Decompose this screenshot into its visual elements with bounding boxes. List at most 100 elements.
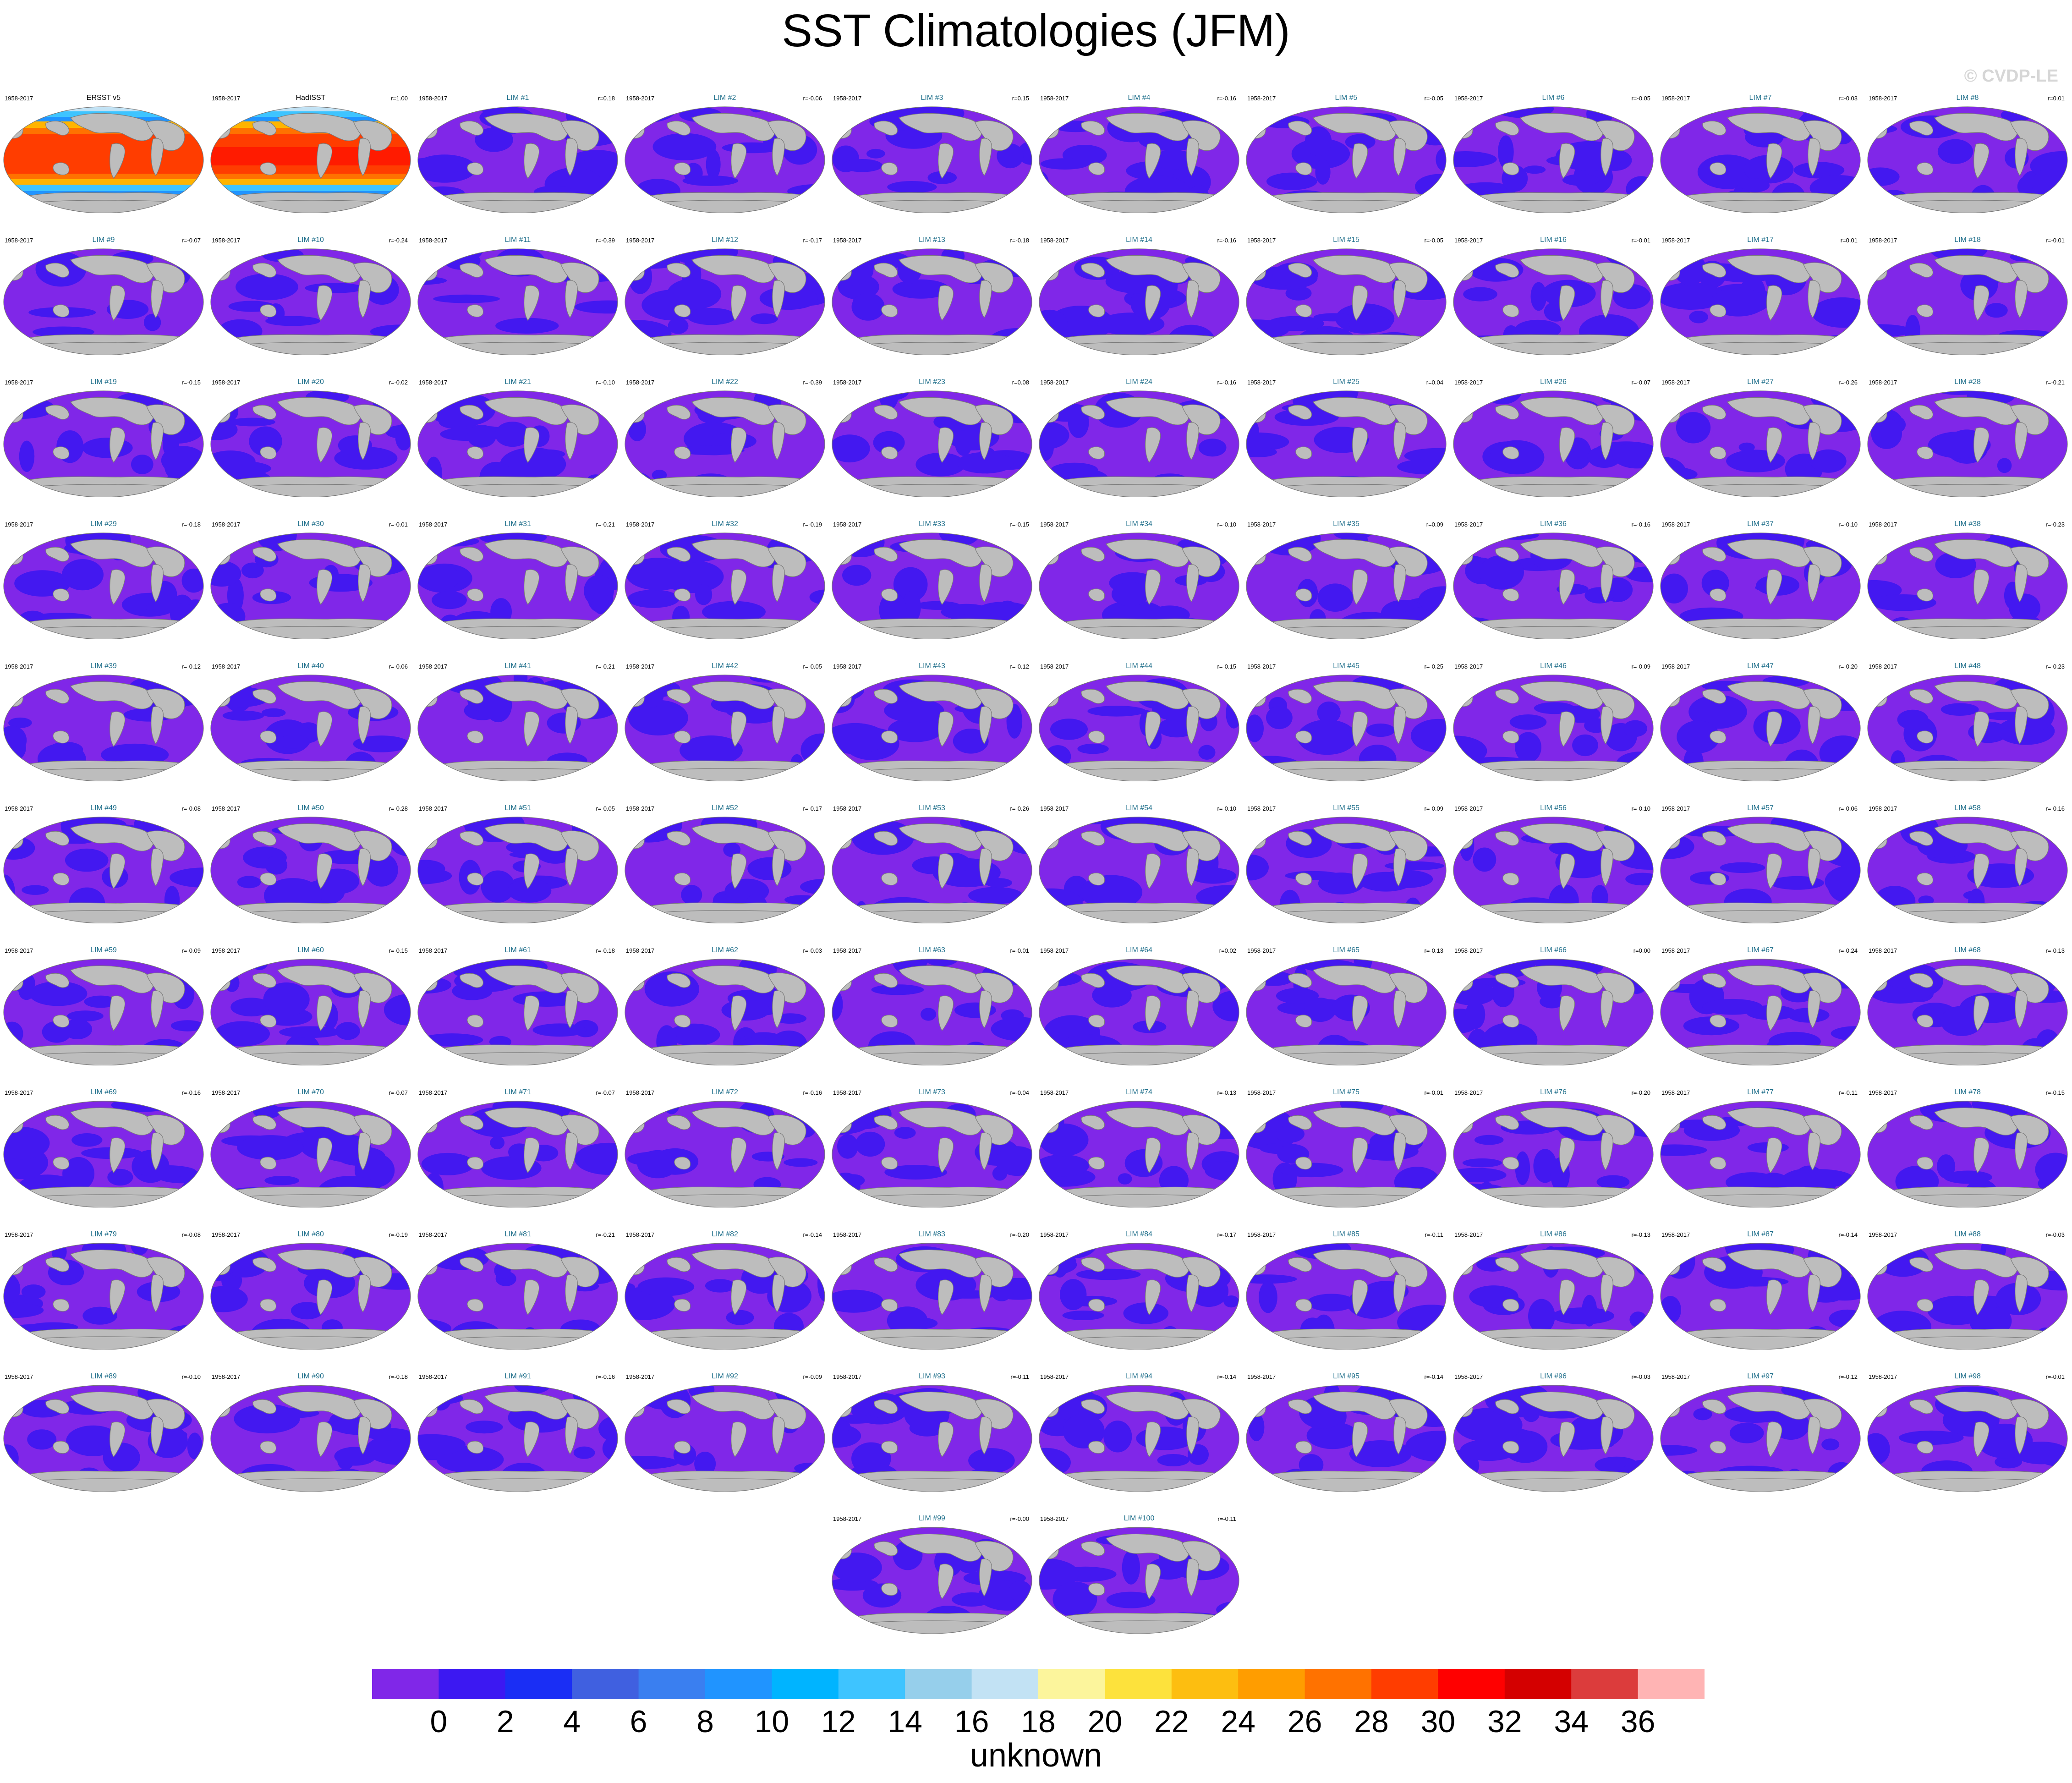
panel-period: 1958-2017 <box>5 379 33 386</box>
panel-title: LIM #24 <box>1126 378 1152 386</box>
colorbar-tick-label: 0 <box>430 1704 448 1739</box>
panel-title: LIM #41 <box>504 662 531 670</box>
panel-period: 1958-2017 <box>833 1515 862 1522</box>
panel-period: 1958-2017 <box>1247 1089 1276 1096</box>
sst-map <box>210 106 411 213</box>
sst-map <box>832 390 1032 497</box>
map-panel: 1958-2017 LIM #39 r=-0.12 <box>0 662 207 802</box>
panel-title: LIM #19 <box>90 378 117 386</box>
sst-map <box>417 1101 618 1207</box>
panel-correlation: r=-0.10 <box>1631 805 1650 812</box>
sst-map <box>1660 817 1861 923</box>
sst-map <box>210 959 411 1065</box>
sst-map <box>3 390 204 497</box>
panel-period: 1958-2017 <box>419 1089 448 1096</box>
panel-title: LIM #17 <box>1747 236 1774 244</box>
panel-title: LIM #9 <box>92 236 115 244</box>
panel-correlation: r=-0.11 <box>1839 1089 1858 1096</box>
sst-map <box>625 248 825 355</box>
panel-title: LIM #83 <box>919 1230 945 1238</box>
map-panel: 1958-2017 LIM #40 r=-0.06 <box>207 662 414 802</box>
map-panel: 1958-2017 LIM #29 r=-0.18 <box>0 520 207 660</box>
panel-title: LIM #18 <box>1954 236 1981 244</box>
panel-title: LIM #78 <box>1954 1088 1981 1096</box>
panel-title: LIM #1 <box>506 94 529 102</box>
map-panel: 1958-2017 LIM #48 r=-0.23 <box>1864 662 2071 802</box>
panel-correlation: r=-0.09 <box>1424 805 1443 812</box>
panel-period: 1958-2017 <box>1040 1515 1069 1522</box>
panel-title: LIM #5 <box>1335 94 1358 102</box>
map-panel: 1958-2017 LIM #67 r=-0.24 <box>1657 946 1864 1086</box>
sst-map <box>1867 675 2068 781</box>
panel-title: LIM #21 <box>504 378 531 386</box>
map-panel: 1958-2017 LIM #59 r=-0.09 <box>0 946 207 1086</box>
map-panel: 1958-2017 LIM #97 r=-0.12 <box>1657 1372 1864 1512</box>
sst-map <box>1453 817 1654 923</box>
panel-correlation: r=-0.09 <box>181 947 201 954</box>
map-panel: 1958-2017 LIM #70 r=-0.07 <box>207 1088 414 1228</box>
panel-period: 1958-2017 <box>419 379 448 386</box>
panel-period: 1958-2017 <box>212 95 241 102</box>
colorbar-tick-label: 12 <box>821 1704 856 1739</box>
sst-map <box>1453 1101 1654 1207</box>
map-panel: 1958-2017 LIM #21 r=-0.10 <box>414 378 621 518</box>
panel-correlation: r=-0.23 <box>2045 663 2065 670</box>
map-panel: 1958-2017 LIM #19 r=-0.15 <box>0 378 207 518</box>
panel-correlation: r=-0.15 <box>2045 1089 2065 1096</box>
panel-period: 1958-2017 <box>5 663 33 670</box>
sst-map <box>1660 1385 1861 1492</box>
panel-correlation: r=-0.14 <box>1424 1373 1443 1380</box>
panel-correlation: r=-0.20 <box>1631 1089 1650 1096</box>
map-panel: 1958-2017 LIM #94 r=-0.14 <box>1036 1372 1243 1512</box>
map-panel: 1958-2017 LIM #62 r=-0.03 <box>621 946 828 1086</box>
panel-correlation: r=-0.11 <box>1010 1373 1029 1380</box>
panel-correlation: r=0.01 <box>2047 95 2065 102</box>
panel-correlation: r=-0.11 <box>1217 1515 1236 1522</box>
map-panel: 1958-2017 LIM #95 r=-0.14 <box>1243 1372 1450 1512</box>
panel-period: 1958-2017 <box>212 521 241 528</box>
panel-period: 1958-2017 <box>1661 1231 1690 1238</box>
map-panel: 1958-2017 LIM #36 r=-0.16 <box>1450 520 1657 660</box>
panel-correlation: r=-0.19 <box>389 1231 408 1238</box>
sst-map <box>1246 106 1447 213</box>
sst-map <box>417 1243 618 1350</box>
sst-map <box>1453 532 1654 639</box>
panel-title: LIM #82 <box>712 1230 738 1238</box>
map-panel: 1958-2017 LIM #91 r=-0.16 <box>414 1372 621 1512</box>
panel-title: HadISST <box>296 94 326 102</box>
map-panel: 1958-2017 LIM #14 r=-0.16 <box>1036 236 1243 376</box>
colorbar-segment <box>905 1669 972 1699</box>
panel-period: 1958-2017 <box>1454 1373 1483 1380</box>
map-panel: 1958-2017 LIM #63 r=-0.01 <box>828 946 1036 1086</box>
map-panel: 1958-2017 LIM #15 r=-0.05 <box>1243 236 1450 376</box>
panel-correlation: r=-0.17 <box>803 237 822 244</box>
panel-period: 1958-2017 <box>1247 379 1276 386</box>
sst-map <box>625 817 825 923</box>
map-panel: 1958-2017 LIM #52 r=-0.17 <box>621 804 828 944</box>
panel-title: LIM #3 <box>921 94 943 102</box>
panel-period: 1958-2017 <box>1869 379 1897 386</box>
map-panel: 1958-2017 LIM #69 r=-0.16 <box>0 1088 207 1228</box>
colorbar-segment <box>705 1669 772 1699</box>
colorbar-tick-label: 10 <box>754 1704 789 1739</box>
map-panel: 1958-2017 LIM #20 r=-0.02 <box>207 378 414 518</box>
map-panel: 1958-2017 LIM #81 r=-0.21 <box>414 1230 621 1370</box>
map-panel: 1958-2017 LIM #13 r=-0.18 <box>828 236 1036 376</box>
panel-title: ERSST v5 <box>86 94 121 102</box>
map-panel: 1958-2017 LIM #11 r=-0.39 <box>414 236 621 376</box>
map-panel: 1958-2017 LIM #73 r=-0.04 <box>828 1088 1036 1228</box>
panel-correlation: r=0.08 <box>1012 379 1029 386</box>
panel-period: 1958-2017 <box>626 95 655 102</box>
panel-period: 1958-2017 <box>1247 805 1276 812</box>
panel-period: 1958-2017 <box>5 521 33 528</box>
map-panel: 1958-2017 LIM #9 r=-0.07 <box>0 236 207 376</box>
panel-title: LIM #42 <box>712 662 738 670</box>
sst-map <box>1246 248 1447 355</box>
sst-map <box>1867 959 2068 1065</box>
panel-period: 1958-2017 <box>1454 237 1483 244</box>
panel-correlation: r=-0.16 <box>1631 521 1650 528</box>
sst-map <box>3 675 204 781</box>
panel-correlation: r=-0.20 <box>1010 1231 1029 1238</box>
panel-title: LIM #81 <box>504 1230 531 1238</box>
sst-map <box>1039 1243 1239 1350</box>
